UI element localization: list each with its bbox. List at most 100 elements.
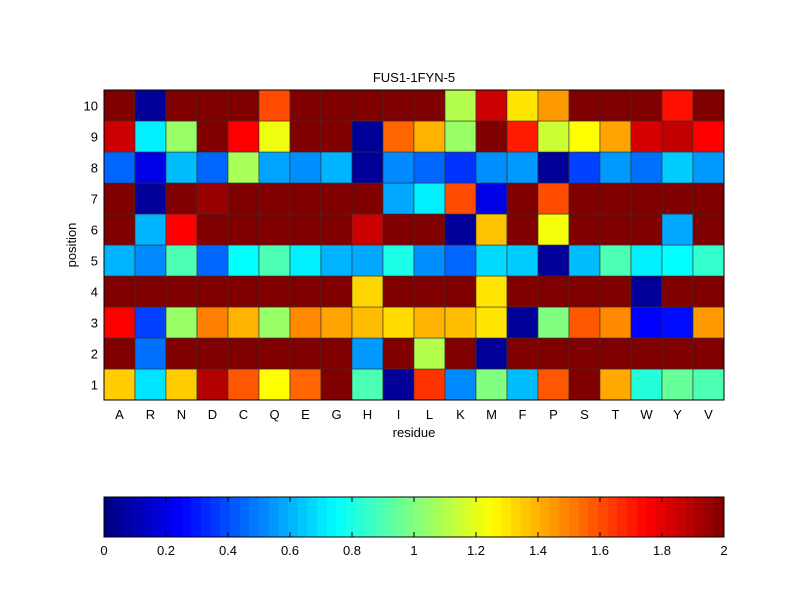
- colorbar-segment: [423, 497, 434, 537]
- cell-S-2: [568, 337, 601, 370]
- colorbar-segment: [414, 497, 425, 537]
- cell-C-10: [227, 89, 260, 122]
- x-tick-label: F: [519, 407, 527, 422]
- x-tick-label: Q: [269, 407, 279, 422]
- colorbar-segment: [297, 497, 308, 537]
- cell-Q-8: [258, 151, 291, 184]
- cell-A-8: [103, 151, 136, 184]
- cell-F-9: [506, 120, 539, 153]
- cell-L-5: [413, 244, 446, 277]
- colorbar-segment: [656, 497, 667, 537]
- cell-L-9: [413, 120, 446, 153]
- cell-L-4: [413, 275, 446, 308]
- x-tick-label: H: [363, 407, 372, 422]
- cell-E-10: [289, 89, 322, 122]
- y-tick-label: 2: [91, 347, 98, 362]
- cell-T-3: [599, 306, 632, 339]
- colorbar-tick-label: 1.6: [591, 543, 609, 558]
- y-tick-label: 6: [91, 223, 98, 238]
- colorbar-segment: [229, 497, 241, 537]
- colorbar-segment: [636, 497, 647, 537]
- cell-Y-5: [661, 244, 694, 277]
- cell-P-10: [537, 89, 570, 122]
- cell-H-9: [351, 120, 384, 153]
- cell-C-5: [227, 244, 260, 277]
- cell-T-1: [599, 368, 632, 401]
- y-tick-label: 5: [91, 254, 98, 269]
- cell-W-4: [630, 275, 663, 308]
- cell-R-7: [134, 182, 167, 215]
- cell-Y-9: [661, 120, 694, 153]
- cell-W-3: [630, 306, 663, 339]
- colorbar-segment: [317, 497, 328, 537]
- cell-R-3: [134, 306, 167, 339]
- cell-I-6: [382, 213, 415, 246]
- x-tick-label: P: [549, 407, 558, 422]
- colorbar-segment: [268, 497, 279, 537]
- cell-F-2: [506, 337, 539, 370]
- cell-L-8: [413, 151, 446, 184]
- y-tick-label: 3: [91, 316, 98, 331]
- colorbar-tick-label: 0.8: [343, 543, 361, 558]
- cell-I-8: [382, 151, 415, 184]
- cell-M-4: [475, 275, 508, 308]
- cell-R-1: [134, 368, 167, 401]
- colorbar-segment: [510, 497, 522, 537]
- cell-Y-10: [661, 89, 694, 122]
- cell-C-1: [227, 368, 260, 401]
- cell-Q-9: [258, 120, 291, 153]
- colorbar-segment: [152, 497, 163, 537]
- cell-N-1: [165, 368, 198, 401]
- colorbar-segment: [133, 497, 144, 537]
- colorbar-segment: [375, 497, 386, 537]
- colorbar-segment: [355, 497, 367, 537]
- cell-D-7: [196, 182, 229, 215]
- cell-P-1: [537, 368, 570, 401]
- cell-A-4: [103, 275, 136, 308]
- cell-F-10: [506, 89, 539, 122]
- colorbar-tick-label: 0.6: [281, 543, 299, 558]
- cell-F-6: [506, 213, 539, 246]
- colorbar-segment: [627, 497, 638, 537]
- cell-Q-1: [258, 368, 291, 401]
- colorbar-segment: [462, 497, 473, 537]
- cell-S-9: [568, 120, 601, 153]
- cell-M-3: [475, 306, 508, 339]
- cell-N-5: [165, 244, 198, 277]
- cell-Y-4: [661, 275, 694, 308]
- cell-M-5: [475, 244, 508, 277]
- cell-S-3: [568, 306, 601, 339]
- x-tick-label: M: [486, 407, 497, 422]
- cell-H-10: [351, 89, 384, 122]
- colorbar-segment: [685, 497, 696, 537]
- colorbar-segment: [569, 497, 580, 537]
- cell-N-10: [165, 89, 198, 122]
- colorbar-segment: [249, 497, 260, 537]
- colorbar-segment: [675, 497, 686, 537]
- colorbar-tick-label: 1.4: [529, 543, 547, 558]
- cell-Y-2: [661, 337, 694, 370]
- colorbar-segment: [559, 497, 570, 537]
- cell-P-2: [537, 337, 570, 370]
- cell-E-3: [289, 306, 322, 339]
- cell-P-7: [537, 182, 570, 215]
- cell-D-5: [196, 244, 229, 277]
- colorbar-segment: [472, 497, 483, 537]
- colorbar-segment: [598, 497, 609, 537]
- y-tick-label: 8: [91, 161, 98, 176]
- colorbar-segment: [104, 497, 115, 537]
- colorbar-segment: [200, 497, 212, 537]
- colorbar-segment: [646, 497, 657, 537]
- cell-Q-2: [258, 337, 291, 370]
- cell-L-1: [413, 368, 446, 401]
- cell-L-10: [413, 89, 446, 122]
- cell-G-3: [320, 306, 353, 339]
- cell-S-4: [568, 275, 601, 308]
- cell-R-9: [134, 120, 167, 153]
- colorbar-segment: [336, 497, 347, 537]
- cell-C-3: [227, 306, 260, 339]
- cell-Y-1: [661, 368, 694, 401]
- cell-S-1: [568, 368, 601, 401]
- cell-N-8: [165, 151, 198, 184]
